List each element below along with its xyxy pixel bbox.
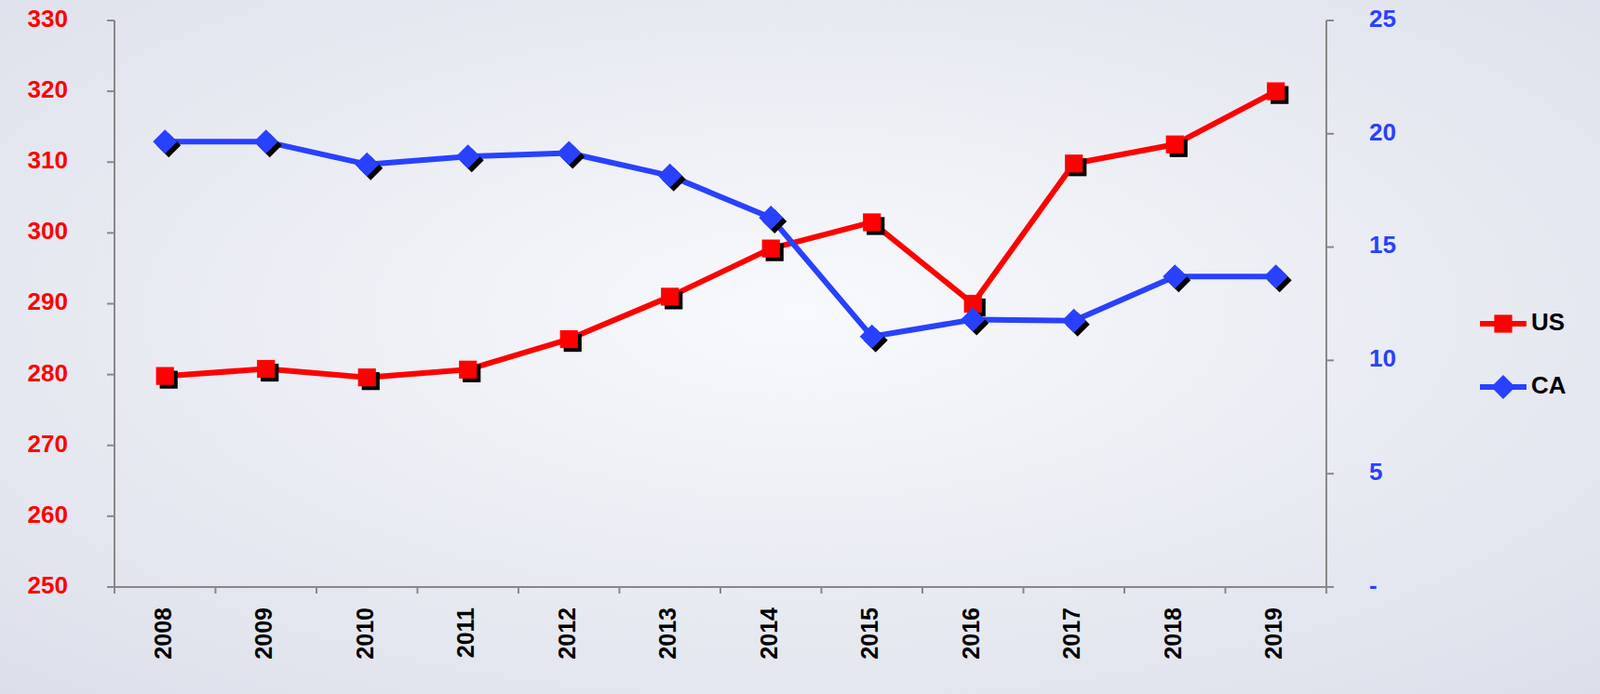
y-tick-label: 260 <box>27 500 68 529</box>
x-tick-label: 2009 <box>250 607 277 660</box>
x-tick-label: 2017 <box>1058 607 1085 660</box>
y-tick <box>107 303 115 306</box>
plot-area <box>152 82 1292 391</box>
y2-axis <box>1325 20 1328 588</box>
x-tick-label: 2010 <box>351 607 378 660</box>
legend-label: CA <box>1531 371 1567 400</box>
point <box>658 163 683 189</box>
y2-tick-label: 20 <box>1369 118 1397 147</box>
y-tick-label: 320 <box>27 75 68 104</box>
point <box>556 141 581 166</box>
point <box>1263 264 1289 289</box>
y2-tick-label: 10 <box>1369 344 1397 373</box>
y-tick-label: 310 <box>27 146 68 175</box>
y-tick <box>107 374 115 377</box>
point <box>860 324 885 350</box>
x-tick-label: 2014 <box>755 607 782 660</box>
legend-marker <box>1493 314 1512 333</box>
x-tick <box>1123 587 1126 594</box>
point <box>560 330 579 349</box>
point <box>254 129 279 154</box>
x-tick-label: 2013 <box>654 607 681 660</box>
y2-tick <box>1326 133 1334 135</box>
point <box>762 240 780 258</box>
x-tick <box>820 587 823 594</box>
x-tick <box>1224 587 1227 594</box>
y-tick-label: 280 <box>27 359 68 388</box>
x-tick <box>1325 587 1328 594</box>
x-tick-label: 2012 <box>553 607 580 660</box>
y2-tick-label: - <box>1369 571 1378 600</box>
x-tick <box>517 587 520 594</box>
y-tick <box>107 161 115 163</box>
point <box>1064 154 1083 173</box>
legend: US CA <box>1479 308 1567 400</box>
y-tick-label: 290 <box>27 287 68 316</box>
y-tick <box>107 444 115 447</box>
y2-tick <box>1326 586 1334 589</box>
x-tick-label: 2015 <box>856 607 883 660</box>
x-tick-label: 2018 <box>1159 607 1186 660</box>
point <box>1266 82 1285 101</box>
x-tick <box>215 587 217 594</box>
point <box>256 360 275 378</box>
y-tick <box>107 19 115 22</box>
y2-tick-label: 5 <box>1369 457 1383 486</box>
x-tick <box>1022 587 1025 594</box>
x-tick <box>618 587 621 594</box>
y-tick <box>107 231 115 234</box>
y-tick <box>107 515 115 518</box>
y2-tick <box>1326 472 1334 475</box>
point <box>152 129 177 154</box>
point <box>456 144 481 169</box>
x-tick-label: 2011 <box>452 607 479 659</box>
series-line <box>164 91 1277 378</box>
point <box>960 308 985 333</box>
x-tick-label: 2016 <box>957 607 984 660</box>
y2-tick <box>1326 19 1334 22</box>
point <box>458 361 477 379</box>
x-tick-label: 2019 <box>1260 607 1287 660</box>
point <box>358 368 377 387</box>
point <box>156 367 175 386</box>
legend-marker <box>1491 375 1516 400</box>
y-tick-label: 270 <box>27 430 68 458</box>
point <box>660 287 679 306</box>
x-tick <box>113 587 116 594</box>
y2-tick-label: 25 <box>1369 4 1397 33</box>
point <box>1062 309 1087 334</box>
x-tick <box>921 587 924 594</box>
point <box>1162 264 1187 289</box>
background <box>0 0 1600 694</box>
chart: 2008200920102011201220132014201520162017… <box>0 0 1600 694</box>
y2-tick-label: 15 <box>1369 230 1397 259</box>
y-tick-label: 250 <box>27 571 68 600</box>
y-tick-label: 300 <box>27 216 68 245</box>
series-line <box>164 141 1277 337</box>
point <box>1166 135 1184 154</box>
y-tick <box>107 586 115 589</box>
x-tick-label: 2008 <box>149 607 176 660</box>
point <box>862 213 881 231</box>
y2-tick <box>1326 246 1334 249</box>
y-tick-label: 330 <box>27 4 68 33</box>
y-tick <box>107 90 115 93</box>
x-tick <box>315 587 318 594</box>
x-tick <box>719 587 722 594</box>
legend-label: US <box>1531 308 1565 337</box>
point <box>758 205 783 230</box>
x-tick <box>416 587 419 594</box>
point <box>354 152 379 177</box>
y2-tick <box>1326 359 1334 362</box>
